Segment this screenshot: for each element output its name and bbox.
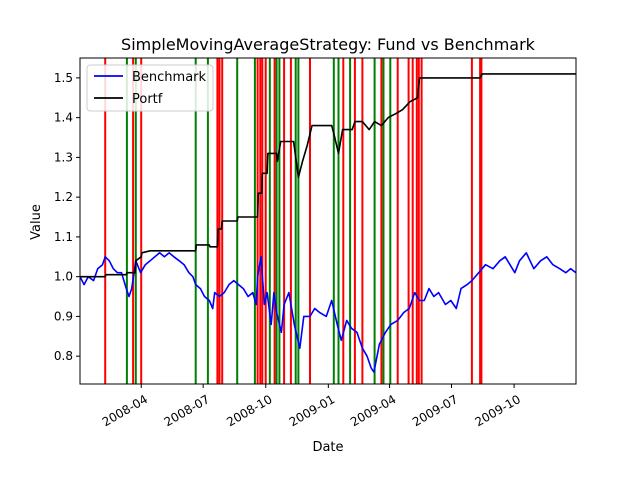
series-line-portf [80,73,576,278]
y-tick-label: 1.3 [54,150,73,164]
legend-label-benchmark: Benchmark [132,70,207,85]
y-axis-label: Value [29,204,44,240]
x-axis-label: Date [312,440,343,455]
y-tick-label: 0.9 [54,309,73,323]
y-tick-label: 1.1 [54,230,73,244]
y-tick-label: 0.8 [54,349,73,363]
y-tick-label: 1.5 [54,71,73,85]
series-line-benchmark [80,252,576,373]
legend-label-portf: Portf [132,92,163,107]
y-tick-label: 1.0 [54,270,73,284]
chart-title: SimpleMovingAverageStrategy: Fund vs Ben… [121,35,536,54]
y-tick-label: 1.2 [54,190,73,204]
legend: Benchmark Portf [86,64,214,112]
y-tick-label: 1.4 [54,111,73,125]
